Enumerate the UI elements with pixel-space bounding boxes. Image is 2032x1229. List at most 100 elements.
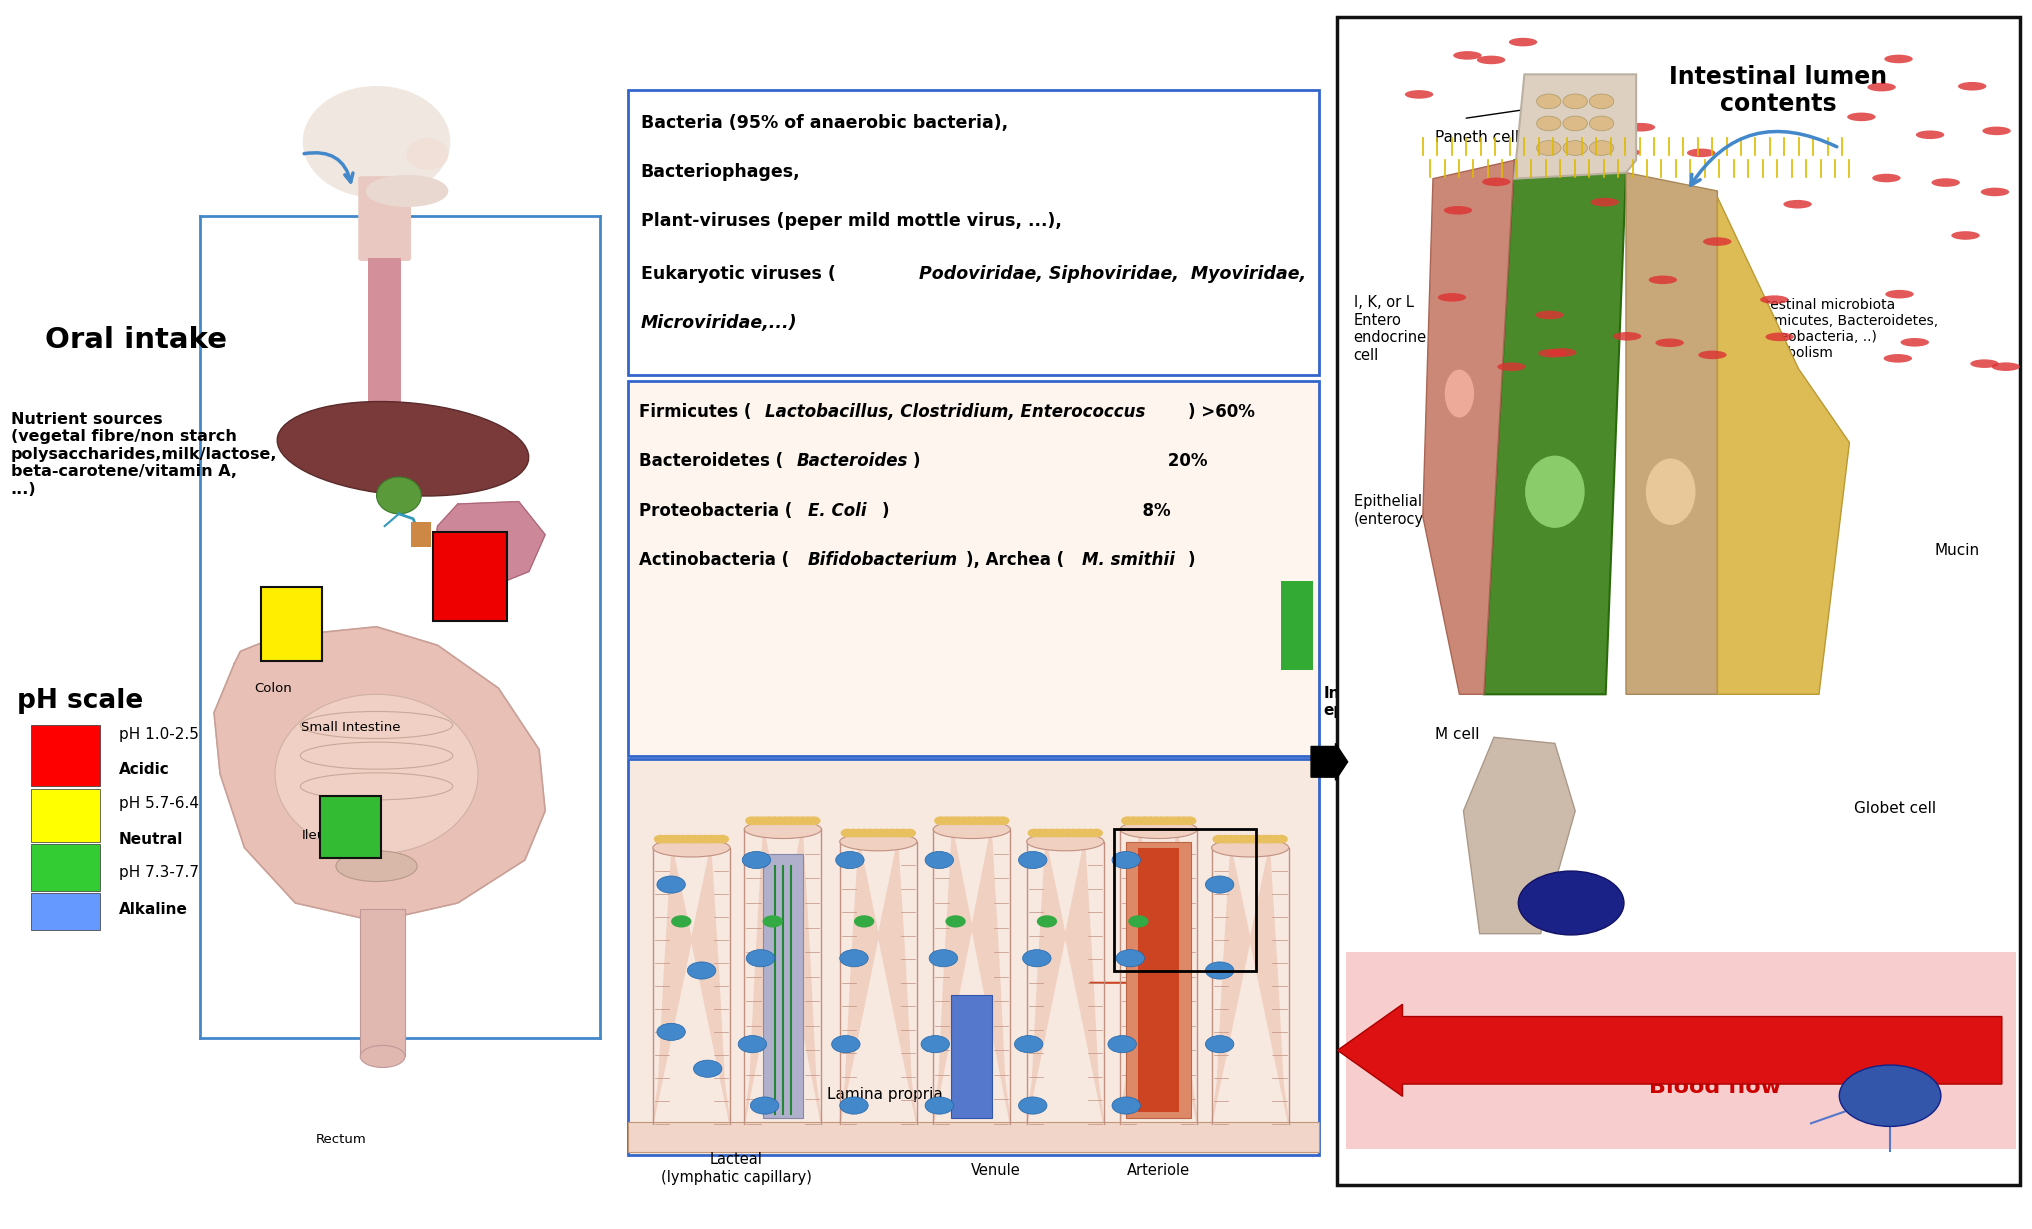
- Ellipse shape: [1546, 348, 1575, 356]
- FancyArrowPatch shape: [1691, 132, 1835, 186]
- Circle shape: [1217, 836, 1229, 843]
- Circle shape: [896, 830, 908, 837]
- Circle shape: [738, 1036, 766, 1053]
- Text: Colon: Colon: [254, 682, 293, 696]
- Bar: [30, 789, 100, 842]
- Circle shape: [797, 817, 809, 825]
- Circle shape: [986, 817, 998, 825]
- Polygon shape: [1626, 172, 1717, 694]
- Circle shape: [715, 836, 727, 843]
- Ellipse shape: [1626, 123, 1654, 132]
- Circle shape: [1073, 830, 1085, 837]
- Ellipse shape: [1764, 333, 1792, 342]
- Polygon shape: [933, 830, 1010, 1125]
- Circle shape: [1563, 93, 1587, 108]
- Circle shape: [1014, 1036, 1042, 1053]
- Circle shape: [699, 836, 711, 843]
- Bar: [1138, 848, 1179, 1112]
- Circle shape: [1518, 871, 1624, 935]
- Text: pH scale: pH scale: [16, 688, 142, 714]
- Text: I, K, or L
Entero
endocrine
cell: I, K, or L Entero endocrine cell: [1353, 295, 1426, 363]
- Circle shape: [1589, 116, 1613, 130]
- Circle shape: [803, 817, 815, 825]
- Bar: [260, 587, 321, 661]
- Ellipse shape: [1654, 338, 1682, 347]
- Text: Oral intake: Oral intake: [45, 326, 228, 354]
- Bar: [1280, 581, 1313, 670]
- Circle shape: [1223, 836, 1235, 843]
- Circle shape: [874, 830, 886, 837]
- Text: Small Intestine: Small Intestine: [301, 721, 400, 734]
- Ellipse shape: [1981, 127, 2010, 135]
- Circle shape: [1183, 817, 1195, 825]
- Ellipse shape: [1589, 198, 1617, 206]
- FancyArrow shape: [1311, 744, 1347, 780]
- FancyBboxPatch shape: [628, 90, 1319, 375]
- Bar: [30, 725, 100, 787]
- Circle shape: [1018, 1097, 1046, 1115]
- Text: Intestinal
epithelium: Intestinal epithelium: [1323, 686, 1414, 718]
- Circle shape: [1274, 836, 1286, 843]
- Ellipse shape: [1404, 90, 1433, 98]
- Bar: [1114, 830, 1256, 971]
- Circle shape: [1563, 140, 1587, 155]
- Polygon shape: [1345, 952, 2016, 1149]
- Circle shape: [654, 836, 666, 843]
- Text: Podoviridae, Siphoviridae,  Myoviridae,: Podoviridae, Siphoviridae, Myoviridae,: [918, 264, 1305, 283]
- Text: Globet cell: Globet cell: [1853, 801, 1934, 816]
- Text: Plant-viruses (peper mild mottle virus, ...),: Plant-viruses (peper mild mottle virus, …: [640, 211, 1061, 230]
- Ellipse shape: [1900, 338, 1928, 347]
- Polygon shape: [433, 501, 545, 584]
- Ellipse shape: [1443, 369, 1473, 418]
- Text: Eukaryotic viruses (: Eukaryotic viruses (: [640, 264, 835, 283]
- Circle shape: [1268, 836, 1280, 843]
- Circle shape: [920, 1036, 949, 1053]
- Circle shape: [839, 950, 868, 967]
- Circle shape: [1034, 830, 1046, 837]
- Text: )                                           20%: ) 20%: [912, 452, 1207, 471]
- Circle shape: [693, 1061, 721, 1078]
- Circle shape: [957, 817, 969, 825]
- Ellipse shape: [1026, 832, 1103, 850]
- Circle shape: [742, 852, 770, 869]
- Text: E. Coli: E. Coli: [807, 501, 866, 520]
- Ellipse shape: [839, 832, 916, 850]
- Circle shape: [752, 817, 764, 825]
- Circle shape: [1036, 916, 1057, 928]
- Circle shape: [1172, 817, 1185, 825]
- Text: Ileum: Ileum: [301, 830, 339, 842]
- Bar: [433, 532, 506, 621]
- Ellipse shape: [1957, 82, 1985, 91]
- Text: ), Archea (: ), Archea (: [965, 551, 1063, 569]
- Circle shape: [967, 817, 979, 825]
- Ellipse shape: [1871, 173, 1900, 182]
- Ellipse shape: [1884, 290, 1912, 299]
- Ellipse shape: [1697, 350, 1725, 359]
- Circle shape: [677, 836, 689, 843]
- Circle shape: [880, 830, 892, 837]
- Ellipse shape: [1867, 82, 1896, 91]
- Ellipse shape: [1703, 237, 1731, 246]
- Ellipse shape: [335, 850, 417, 881]
- Circle shape: [774, 817, 786, 825]
- Polygon shape: [1514, 74, 1636, 178]
- Circle shape: [1166, 817, 1179, 825]
- Ellipse shape: [1979, 188, 2008, 197]
- Circle shape: [1061, 830, 1073, 837]
- Text: Lacteal
(lymphatic capillary): Lacteal (lymphatic capillary): [660, 1153, 811, 1185]
- Ellipse shape: [1782, 200, 1811, 209]
- Circle shape: [996, 817, 1008, 825]
- Circle shape: [1107, 1036, 1136, 1053]
- FancyArrowPatch shape: [305, 152, 354, 182]
- Circle shape: [656, 1024, 685, 1041]
- Circle shape: [941, 817, 953, 825]
- Circle shape: [929, 950, 957, 967]
- Bar: [30, 893, 100, 930]
- Ellipse shape: [406, 139, 447, 170]
- Circle shape: [1589, 93, 1613, 108]
- Ellipse shape: [274, 694, 478, 854]
- Circle shape: [1536, 140, 1561, 155]
- Circle shape: [746, 817, 758, 825]
- Ellipse shape: [1611, 332, 1640, 340]
- Circle shape: [847, 830, 860, 837]
